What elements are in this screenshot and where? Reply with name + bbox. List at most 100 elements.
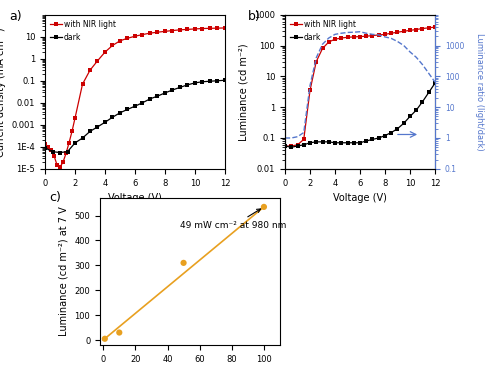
dark <box>320 139 326 144</box>
with NIR light <box>382 32 388 37</box>
dark <box>288 145 294 149</box>
with NIR light <box>117 39 123 43</box>
with NIR light <box>57 165 63 169</box>
with NIR light <box>394 30 400 34</box>
dark <box>154 94 160 98</box>
with NIR light <box>370 33 376 38</box>
with NIR light <box>147 31 153 35</box>
dark <box>382 133 388 138</box>
with NIR light <box>282 144 288 148</box>
with NIR light <box>154 30 160 34</box>
with NIR light <box>60 160 66 164</box>
dark <box>282 144 288 148</box>
dark <box>207 79 213 83</box>
dark <box>407 114 413 119</box>
dark <box>400 121 406 126</box>
Y-axis label: Luminance (cd m⁻²) at 7 V: Luminance (cd m⁻²) at 7 V <box>59 207 69 337</box>
with NIR light <box>110 43 116 48</box>
with NIR light <box>222 26 228 30</box>
with NIR light <box>94 59 100 63</box>
dark <box>351 141 357 145</box>
Text: a): a) <box>9 10 22 23</box>
dark <box>124 107 130 112</box>
dark <box>332 141 338 145</box>
dark <box>394 127 400 131</box>
dark <box>162 91 168 95</box>
Legend: with NIR light, dark: with NIR light, dark <box>49 18 117 43</box>
dark <box>222 78 228 83</box>
X-axis label: Voltage (V): Voltage (V) <box>108 193 162 203</box>
Line: with NIR light: with NIR light <box>284 25 436 148</box>
with NIR light <box>426 26 432 30</box>
with NIR light <box>294 143 300 147</box>
dark <box>313 139 320 144</box>
with NIR light <box>42 141 48 146</box>
with NIR light <box>102 50 108 54</box>
dark <box>363 139 369 143</box>
dark <box>57 150 63 155</box>
dark <box>376 136 382 140</box>
Y-axis label: Current density (mA cm⁻²): Current density (mA cm⁻²) <box>0 27 6 157</box>
dark <box>294 144 300 148</box>
with NIR light <box>63 151 69 156</box>
dark <box>301 143 307 147</box>
Y-axis label: Luminance ratio (light/dark): Luminance ratio (light/dark) <box>475 33 484 150</box>
Point <box>101 336 109 342</box>
with NIR light <box>357 34 363 39</box>
dark <box>42 146 48 150</box>
Line: with NIR light: with NIR light <box>44 26 226 169</box>
with NIR light <box>432 25 438 29</box>
dark <box>307 141 313 145</box>
with NIR light <box>326 40 332 44</box>
with NIR light <box>80 82 86 86</box>
with NIR light <box>170 28 175 33</box>
dark <box>432 81 438 86</box>
dark <box>50 149 56 154</box>
Point <box>180 260 188 266</box>
with NIR light <box>140 32 145 37</box>
dark <box>326 139 332 144</box>
with NIR light <box>338 36 344 40</box>
with NIR light <box>54 163 60 167</box>
dark <box>140 101 145 105</box>
dark <box>87 129 93 134</box>
with NIR light <box>332 37 338 41</box>
dark <box>192 81 198 85</box>
dark <box>413 108 419 112</box>
dark <box>200 80 205 84</box>
Text: c): c) <box>50 191 62 204</box>
dark <box>102 120 108 124</box>
dark <box>110 115 116 119</box>
Y-axis label: Luminance (cd m⁻²): Luminance (cd m⁻²) <box>238 43 248 141</box>
with NIR light <box>177 28 183 32</box>
dark <box>64 149 70 154</box>
with NIR light <box>413 27 419 32</box>
with NIR light <box>320 46 326 51</box>
X-axis label: Voltage (V): Voltage (V) <box>333 193 387 203</box>
dark <box>426 90 432 95</box>
dark <box>184 83 190 87</box>
dark <box>94 125 100 129</box>
with NIR light <box>51 153 57 158</box>
with NIR light <box>200 26 205 31</box>
Point <box>116 330 124 335</box>
with NIR light <box>376 33 382 37</box>
with NIR light <box>301 137 307 142</box>
dark <box>338 141 344 145</box>
with NIR light <box>313 59 320 64</box>
with NIR light <box>351 35 357 39</box>
Text: b): b) <box>248 10 260 23</box>
dark <box>132 104 138 108</box>
dark <box>370 137 376 142</box>
Line: dark: dark <box>284 81 436 149</box>
with NIR light <box>307 88 313 92</box>
Point <box>260 204 268 210</box>
with NIR light <box>214 26 220 30</box>
with NIR light <box>69 129 75 134</box>
with NIR light <box>207 26 213 30</box>
dark <box>344 141 350 145</box>
with NIR light <box>192 27 198 31</box>
dark <box>420 99 426 104</box>
dark <box>214 79 220 83</box>
dark <box>177 85 183 90</box>
